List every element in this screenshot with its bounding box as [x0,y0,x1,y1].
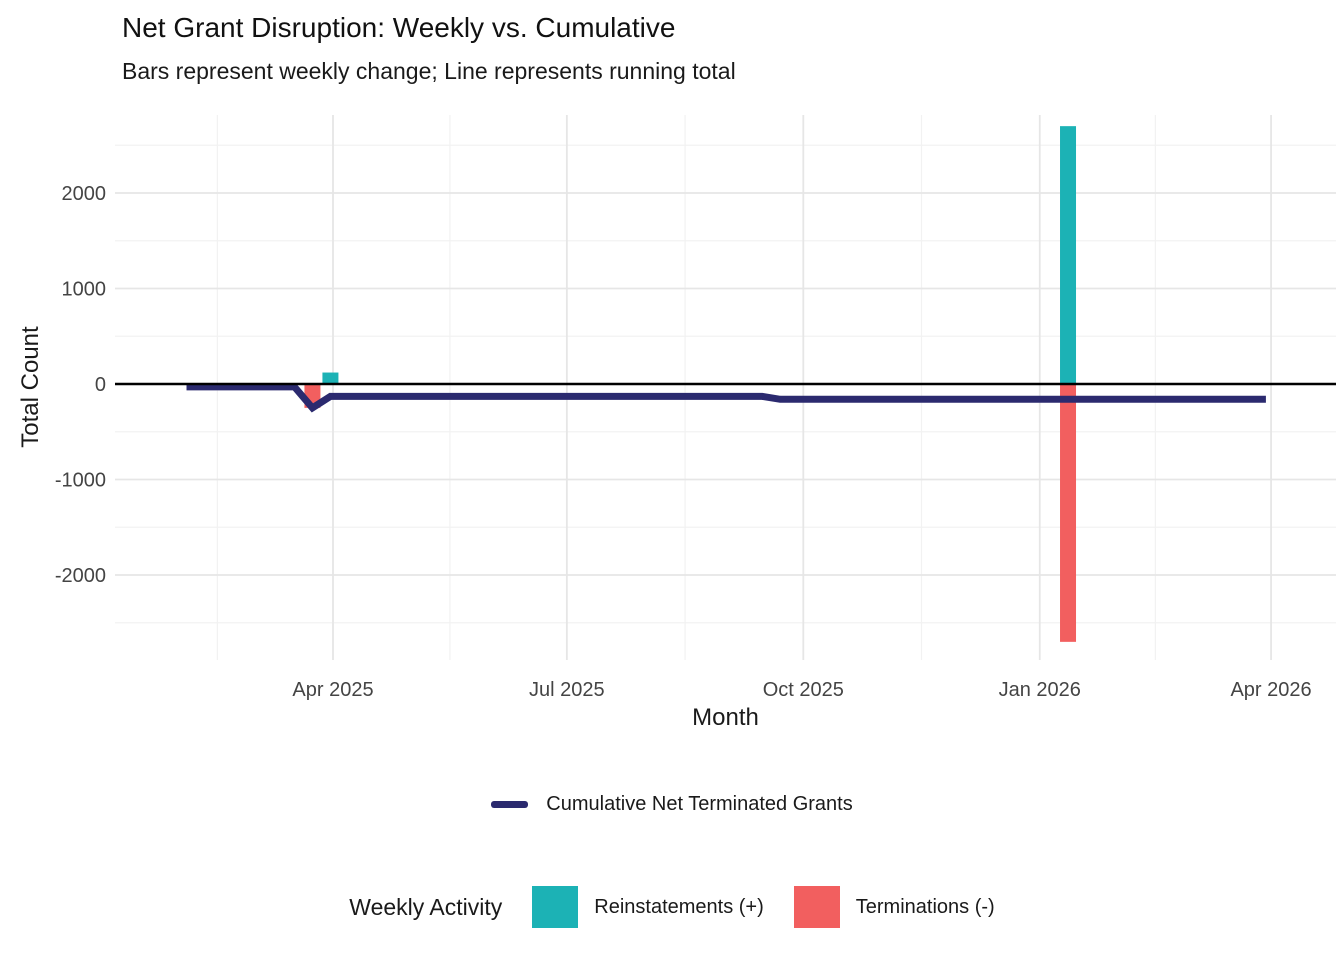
x-tick-label: Jul 2025 [529,679,605,701]
x-tick-label: Oct 2025 [763,679,844,701]
chart-title: Net Grant Disruption: Weekly vs. Cumulat… [122,12,676,43]
y-tick-label: -1000 [55,470,106,492]
reinstatements-label: Reinstatements (+) [594,895,764,918]
y-tick-label: -2000 [55,565,106,587]
legend-item-terminations: Terminations (-) [793,886,995,928]
x-axis-title: Month [692,704,759,731]
line-legend: Cumulative Net Terminated Grants [0,789,1344,819]
bar-termination [1060,384,1077,642]
plot-area: 2000 1000 0 -1000 -2000 Apr 2025 Jul 2025 Oct 2… [55,115,1336,701]
bars-legend-title: Weekly Activity [349,893,503,920]
reinstatements-swatch [532,886,579,928]
bar-reinstatement [322,372,339,384]
bar-reinstatement [1060,126,1077,385]
cumulative-line-label: Cumulative Net Terminated Grants [546,792,853,815]
x-tick-label: Apr 2026 [1230,679,1311,701]
x-tick-label: Jan 2026 [999,679,1081,701]
cumulative-line-swatch [491,800,529,808]
x-tick-label: Apr 2025 [292,679,373,701]
y-tick-label: 0 [95,374,106,396]
bars-legend: Weekly Activity Reinstatements (+) Termi… [0,880,1344,934]
legend-item-reinstatements: Reinstatements (+) [532,886,764,928]
y-tick-label: 1000 [62,279,107,301]
terminations-swatch [793,886,840,928]
y-axis-title: Total Count [17,326,44,448]
y-tick-label: 2000 [62,183,107,205]
terminations-label: Terminations (-) [855,895,995,918]
chart-subtitle: Bars represent weekly change; Line repre… [122,58,736,84]
cumulative-line [186,383,1266,413]
